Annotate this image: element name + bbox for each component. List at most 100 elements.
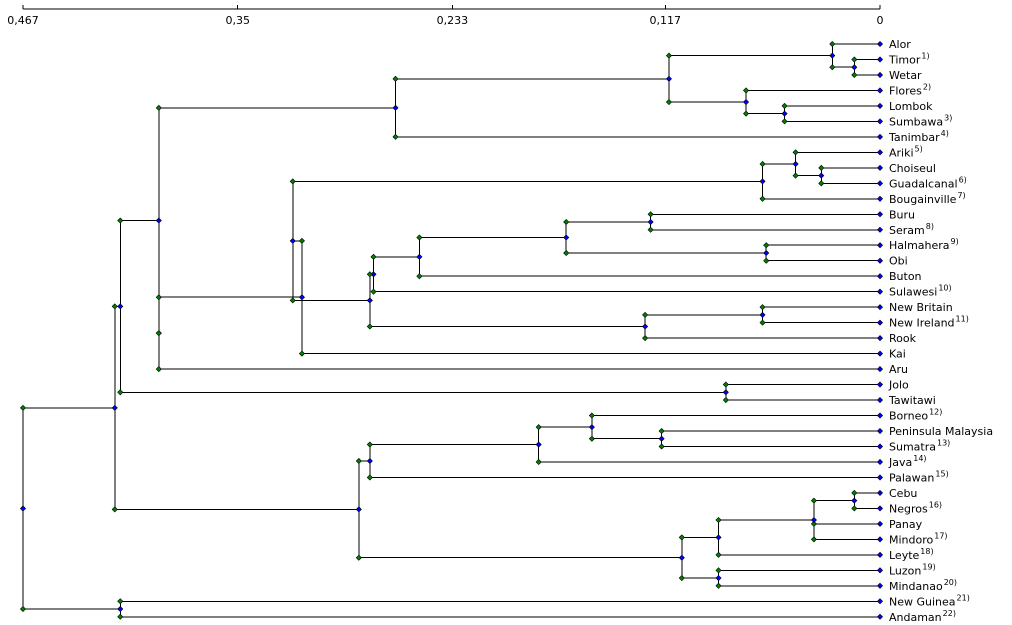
axis-tick-label: 0,467: [7, 14, 39, 27]
branch-dot: [366, 441, 373, 448]
cluster-node: [289, 237, 296, 244]
leaf-label: New Ireland11): [889, 315, 969, 330]
leaf-node: [876, 226, 884, 233]
leaf-name: Bougainville: [889, 193, 957, 206]
leaf-label: Buton: [889, 270, 922, 283]
leaf-node: [876, 288, 884, 295]
leaf-label: Java14): [888, 454, 927, 469]
leaf-name: Obi: [889, 255, 908, 268]
cluster-node: [155, 217, 162, 224]
cluster-node: [743, 99, 750, 106]
leaf-footnote: 9): [951, 237, 959, 246]
leaf-name: Guadalcanal: [889, 177, 958, 190]
leaf-name: Java: [888, 456, 912, 469]
cluster-node: [759, 311, 766, 318]
leaf-node: [876, 257, 884, 264]
branch-dot: [370, 253, 377, 260]
cluster-node: [19, 505, 27, 512]
cluster-node: [117, 303, 124, 310]
leaf-label: Alor: [889, 38, 911, 51]
leaf-name: New Britain: [889, 301, 953, 314]
leaf-label: Borneo12): [889, 408, 942, 423]
leaf-labels: AlorTimor1)WetarFlores2)LombokSumbawa3)T…: [888, 38, 993, 624]
branch-dot: [298, 237, 305, 244]
leaf-footnote: 5): [915, 144, 923, 153]
leaf-footnote: 12): [929, 408, 942, 417]
branch-dot: [647, 226, 654, 233]
leaf-label: Buru: [889, 208, 915, 221]
branch-dot: [117, 613, 124, 620]
leaf-label: Tanimbar4): [888, 129, 949, 144]
branch-dot: [416, 273, 423, 280]
leaf-label: Mindoro17): [889, 531, 948, 546]
branch-dot: [366, 474, 373, 481]
branch-dot: [111, 506, 118, 513]
leaf-label: Wetar: [889, 69, 922, 82]
leaf-name: Borneo: [889, 410, 928, 423]
branch-dot: [355, 554, 362, 561]
branch-dot: [19, 605, 27, 613]
branch-dot: [416, 234, 423, 241]
branch-dot: [392, 75, 399, 82]
leaf-name: Mindanao: [889, 580, 943, 593]
leaf-footnote: 17): [934, 531, 947, 540]
leaf-name: Rook: [889, 332, 917, 345]
leaf-label: Cebu: [889, 487, 917, 500]
branch-dot: [563, 218, 570, 226]
branch-dot: [647, 211, 654, 218]
leaf-node: [876, 536, 884, 543]
leaf-node: [876, 567, 884, 574]
leaf-label: Sumbawa3): [889, 113, 952, 128]
branch-dot: [155, 294, 162, 301]
cluster-node: [665, 75, 672, 82]
leaf-name: Flores: [889, 84, 922, 97]
leaf-name: Ariki: [889, 146, 914, 159]
leaf-node: [876, 87, 884, 94]
branch-dot: [851, 505, 858, 512]
cluster-node: [678, 554, 685, 561]
branch-dot: [642, 311, 649, 318]
leaf-name: Jolo: [888, 379, 909, 392]
cluster-node: [763, 249, 770, 257]
branch-dot: [715, 567, 722, 574]
branch-dot: [155, 104, 162, 111]
leaf-label: Jolo: [888, 379, 909, 392]
leaf-footnote: 6): [959, 175, 967, 184]
leaf-label: Timor1): [888, 51, 930, 66]
branch-dot: [642, 335, 649, 342]
leaf-label: New Guinea21): [889, 593, 970, 608]
branch-dot: [355, 457, 362, 465]
leaf-footnote: 14): [913, 454, 926, 463]
cluster-node: [722, 389, 729, 396]
leaf-name: Tawitawi: [888, 394, 936, 407]
leaf-name: Palawan: [889, 471, 934, 484]
leaf-name: Negros: [889, 502, 928, 515]
branch-dot: [715, 516, 722, 524]
leaf-label: Negros16): [889, 500, 942, 515]
branch-dot: [781, 118, 788, 125]
branch-dot: [298, 350, 305, 357]
leaf-node: [876, 397, 884, 404]
leaf-label: Sumatra13): [889, 438, 950, 453]
leaf-name: Kai: [889, 348, 906, 361]
branch-dot: [743, 110, 750, 117]
leaf-label: Kai: [889, 348, 906, 361]
leaf-label: Peninsula Malaysia: [889, 425, 993, 438]
branch-dot: [535, 458, 542, 465]
branch-dot: [563, 249, 570, 257]
leaf-name: Peninsula Malaysia: [889, 425, 993, 438]
leaf-name: Panay: [889, 518, 923, 531]
branch-dot: [810, 520, 817, 527]
distance-axis: 0,467 0,35 0,233 0,117 0: [7, 5, 884, 27]
leaf-footnote: 2): [923, 82, 931, 91]
leaf-node: [876, 582, 884, 589]
leaf-footnote: 15): [935, 469, 948, 478]
branch-dot: [715, 551, 722, 558]
cluster-node: [829, 52, 836, 59]
leaf-name: Tanimbar: [888, 131, 940, 144]
leaf-node: [876, 381, 884, 388]
leaf-node: [876, 118, 884, 125]
leaf-node: [876, 149, 884, 156]
leaf-footnote: 13): [937, 438, 950, 447]
branch-dot: [715, 582, 722, 589]
